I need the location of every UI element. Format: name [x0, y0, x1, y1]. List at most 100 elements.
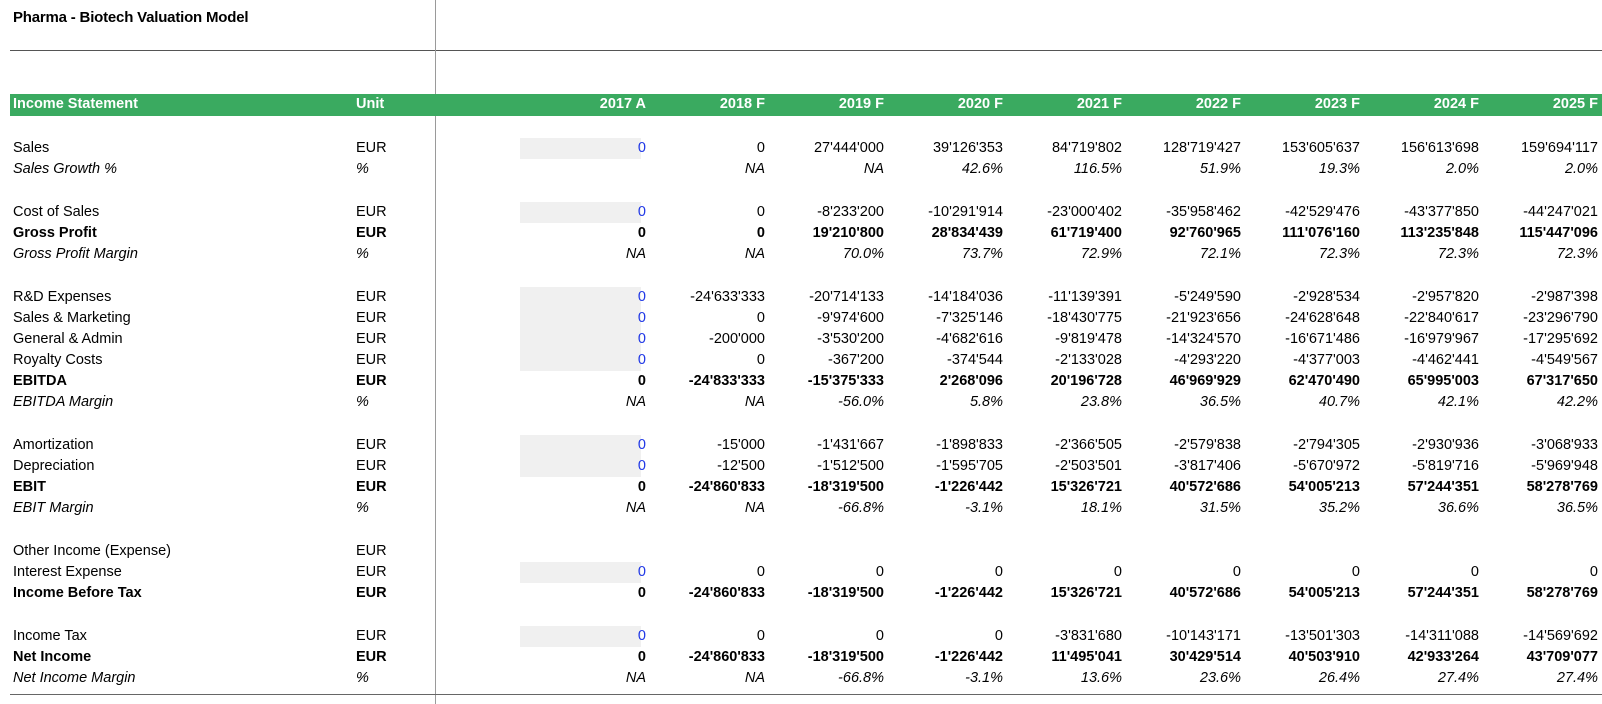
value-cell: -3'817'406: [1174, 458, 1241, 474]
value-cell: -16'979'967: [1404, 331, 1479, 347]
row-label: Interest Expense: [13, 564, 122, 580]
value-cell: -2'503'501: [1055, 458, 1122, 474]
value-cell: -18'319'500: [807, 479, 884, 495]
value-cell: 116.5%: [1073, 161, 1122, 177]
input-value[interactable]: 0: [637, 140, 646, 156]
value-cell: NA: [625, 500, 646, 516]
value-cell: 27.4%: [1437, 670, 1479, 686]
value-cell: 19'210'800: [812, 225, 884, 241]
value-cell: -12'500: [717, 458, 765, 474]
value-cell: 0: [875, 628, 884, 644]
value-cell: 156'613'698: [1400, 140, 1479, 156]
value-cell: -24'833'333: [688, 373, 765, 389]
value-cell: -24'860'833: [688, 585, 765, 601]
value-cell: -18'319'500: [807, 649, 884, 665]
row-label: Sales Growth %: [13, 161, 117, 177]
value-cell: -24'628'648: [1285, 310, 1360, 326]
input-value[interactable]: 0: [637, 564, 646, 580]
table-row: EBITDA EUR 0 -24'833'333 -15'375'333 2'268'09…: [0, 371, 1602, 392]
row-unit: EUR: [356, 289, 387, 305]
value-cell: 0: [637, 373, 646, 389]
value-cell: -7'325'146: [936, 310, 1003, 326]
value-cell: 15'326'721: [1050, 479, 1122, 495]
input-cell-background[interactable]: [520, 202, 641, 223]
value-cell: -17'295'692: [1523, 331, 1598, 347]
table-row: Sales Growth %% NA NA 42.6% 116.5% 51.9% 19.3%…: [0, 159, 1602, 180]
value-cell: -374'544: [947, 352, 1003, 368]
value-cell: -2'957'820: [1412, 289, 1479, 305]
value-cell: 115'447'096: [1519, 225, 1598, 241]
value-cell: -2'928'534: [1293, 289, 1360, 305]
value-cell: -66.8%: [838, 500, 884, 516]
value-cell: 72.3%: [1556, 246, 1598, 262]
value-cell: 26.4%: [1318, 670, 1360, 686]
input-value[interactable]: 0: [637, 458, 646, 474]
input-cell-background[interactable]: [520, 308, 641, 329]
input-value[interactable]: 0: [637, 331, 646, 347]
input-cell-background[interactable]: [520, 435, 641, 456]
value-cell: -3'530'200: [817, 331, 884, 347]
header-year: 2025 F: [1552, 96, 1598, 112]
value-cell: 46'969'929: [1169, 373, 1241, 389]
header-year: 2024 F: [1433, 96, 1479, 112]
value-cell: -2'579'838: [1174, 437, 1241, 453]
table-row: EBIT Margin% NA NA -66.8% -3.1% 18.1% 31.5% 35.…: [0, 498, 1602, 519]
value-cell: -4'549'567: [1531, 352, 1598, 368]
value-cell: -11'139'391: [1048, 289, 1122, 305]
table-row: Income Before Tax EUR 0 -24'860'833 -18'319'…: [0, 583, 1602, 604]
value-cell: 2.0%: [1564, 161, 1598, 177]
value-cell: -4'682'616: [936, 331, 1003, 347]
input-value[interactable]: 0: [637, 289, 646, 305]
input-value[interactable]: 0: [637, 352, 646, 368]
value-cell: 67'317'650: [1526, 373, 1598, 389]
value-cell: 57'244'351: [1407, 585, 1479, 601]
value-cell: -1'226'442: [934, 479, 1003, 495]
table-row: Gross Profit EUR 0 0 19'210'800 28'834'439 61'…: [0, 223, 1602, 244]
value-cell: 113'235'848: [1400, 225, 1479, 241]
value-cell: 2.0%: [1445, 161, 1479, 177]
value-cell: -56.0%: [838, 394, 884, 410]
header-year: 2023 F: [1314, 96, 1360, 112]
value-cell: -24'633'333: [690, 289, 765, 305]
value-cell: 62'470'490: [1288, 373, 1360, 389]
value-cell: 58'278'769: [1526, 585, 1598, 601]
value-cell: 27'444'000: [813, 140, 884, 156]
value-cell: 72.3%: [1318, 246, 1360, 262]
value-cell: 0: [1232, 564, 1241, 580]
table-row: General & Admin EUR 0 -200'000 -3'530'200 -4'…: [0, 329, 1602, 350]
value-cell: 153'605'637: [1281, 140, 1360, 156]
table-row: Sales & Marketing EUR 0 0 -9'974'600 -7'325'1…: [0, 308, 1602, 329]
value-cell: 72.3%: [1437, 246, 1479, 262]
input-value[interactable]: 0: [637, 628, 646, 644]
value-cell: 5.8%: [969, 394, 1003, 410]
input-cell-background[interactable]: [520, 562, 641, 583]
value-cell: 20'196'728: [1050, 373, 1122, 389]
value-cell: -14'324'570: [1166, 331, 1241, 347]
value-cell: 0: [994, 628, 1003, 644]
input-cell-background[interactable]: [520, 138, 641, 159]
value-cell: -4'462'441: [1412, 352, 1479, 368]
value-cell: -24'860'833: [688, 649, 765, 665]
value-cell: 0: [875, 564, 884, 580]
table-row: Net Income EUR 0 -24'860'833 -18'319'500 -1'2…: [0, 647, 1602, 668]
input-value[interactable]: 0: [637, 204, 646, 220]
input-cell-background[interactable]: [520, 287, 641, 308]
value-cell: -20'714'133: [809, 289, 884, 305]
value-cell: 23.8%: [1080, 394, 1122, 410]
input-value[interactable]: 0: [637, 437, 646, 453]
input-cell-background[interactable]: [520, 626, 641, 647]
input-cell-background[interactable]: [520, 456, 641, 477]
value-cell: 57'244'351: [1407, 479, 1479, 495]
value-cell: 0: [637, 649, 646, 665]
value-cell: -5'819'716: [1412, 458, 1479, 474]
title-divider: [10, 50, 1602, 51]
value-cell: -2'794'305: [1293, 437, 1360, 453]
value-cell: 58'278'769: [1526, 479, 1598, 495]
row-label: Cost of Sales: [13, 204, 100, 220]
row-label: Amortization: [13, 437, 94, 453]
value-cell: 65'995'003: [1407, 373, 1479, 389]
value-cell: 61'719'400: [1050, 225, 1122, 241]
input-cell-background[interactable]: [520, 350, 641, 371]
input-cell-background[interactable]: [520, 329, 641, 350]
input-value[interactable]: 0: [637, 310, 646, 326]
